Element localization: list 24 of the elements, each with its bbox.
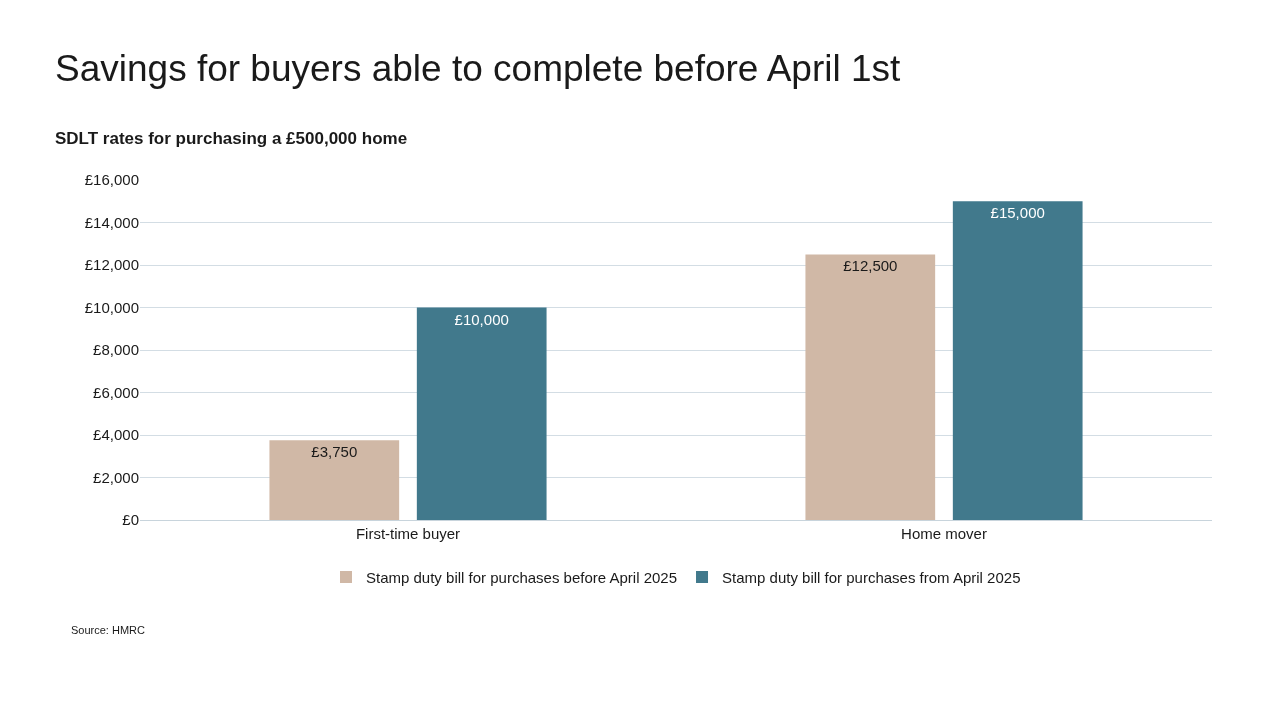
data-label: £3,750 xyxy=(311,443,358,461)
y-tick-label: £10,000 xyxy=(84,298,139,316)
legend-label: Stamp duty bill for purchases before April 2025 xyxy=(366,568,678,586)
bar xyxy=(269,440,400,520)
y-tick-label: £4,000 xyxy=(93,426,139,444)
bar xyxy=(416,307,547,520)
y-tick-label: £2,000 xyxy=(93,468,139,486)
x-tick-label: Home mover xyxy=(901,525,987,542)
bar xyxy=(952,201,1083,520)
data-label: £12,500 xyxy=(843,257,898,275)
bar xyxy=(805,254,936,520)
y-tick-label: £16,000 xyxy=(84,171,139,189)
y-tick-label: £14,000 xyxy=(84,213,139,231)
source-note: Source: HMRC xyxy=(71,624,146,636)
data-label: £10,000 xyxy=(454,310,509,328)
x-tick-label: First-time buyer xyxy=(355,525,461,542)
y-tick-label: £6,000 xyxy=(93,383,139,401)
chart-subtitle: SDLT rates for purchasing a £500,000 home xyxy=(55,129,408,149)
chart-title: Savings for buyers able to complete before April 1st xyxy=(55,48,901,90)
y-tick-label: £0 xyxy=(122,511,139,529)
data-label: £15,000 xyxy=(990,204,1045,222)
y-tick-label: £8,000 xyxy=(93,341,139,359)
legend-label: Stamp duty bill for purchases from April 2025 xyxy=(722,568,1021,586)
y-tick-label: £12,000 xyxy=(84,256,139,274)
